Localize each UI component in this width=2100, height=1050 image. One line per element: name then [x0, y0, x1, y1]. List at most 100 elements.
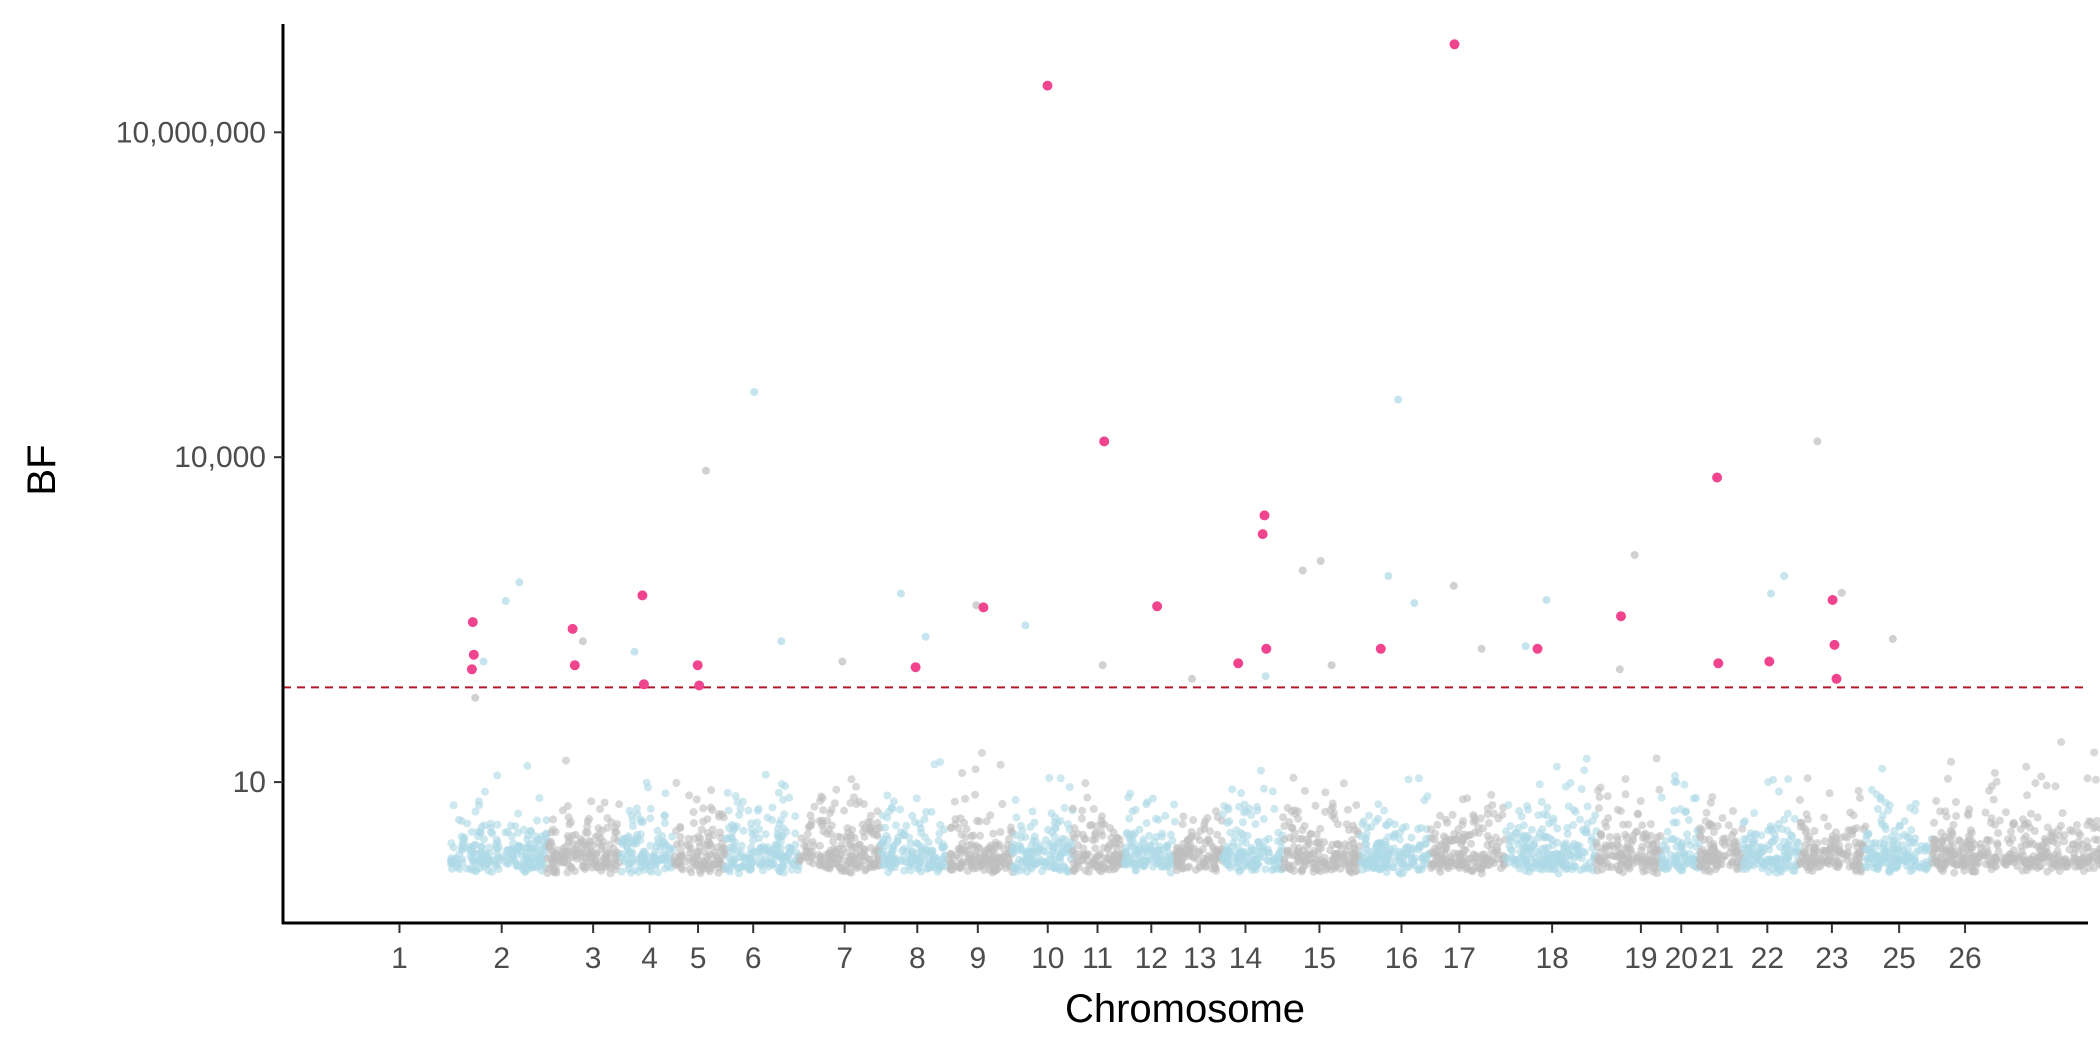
snp-point [1595, 793, 1604, 802]
snp-point [1014, 841, 1023, 850]
snp-point [1504, 801, 1513, 810]
snp-point [1583, 819, 1592, 828]
snp-point [1077, 814, 1086, 823]
snp-point [1663, 827, 1672, 836]
snp-point [492, 835, 501, 844]
snp-point [1469, 865, 1478, 874]
snp-point [1352, 801, 1361, 810]
snp-point [524, 831, 532, 840]
snp-point [747, 819, 756, 828]
snp-point [896, 828, 905, 837]
snp-point [1158, 829, 1167, 838]
snp-point [1535, 780, 1544, 789]
snp-point [1106, 824, 1115, 832]
snp-point [677, 852, 686, 861]
snp-point [1682, 807, 1690, 816]
snp-point [925, 863, 934, 872]
snp-point [963, 866, 972, 875]
snp-point [1550, 853, 1559, 862]
snp-point [477, 842, 486, 851]
snp-point [1343, 850, 1352, 859]
snp-point [796, 852, 805, 861]
snp-point [1729, 807, 1737, 815]
snp-point [1270, 854, 1279, 862]
snp-point [1495, 838, 1504, 846]
snp-point [2072, 821, 2081, 829]
snp-point [1078, 806, 1087, 815]
snp-point [1543, 803, 1552, 812]
snp-point [1993, 839, 2002, 848]
snp-point [1636, 797, 1645, 805]
snp-point [887, 849, 896, 858]
snp-point [996, 760, 1005, 769]
snp-point [514, 809, 523, 818]
snp-point [1393, 852, 1402, 861]
snp-point [1300, 786, 1309, 795]
snp-point [768, 803, 777, 812]
snp-point [1125, 834, 1134, 843]
snp-point [1801, 849, 1809, 858]
snp-point [1382, 868, 1391, 876]
snp-point [1070, 867, 1079, 876]
snp-point [975, 817, 984, 826]
snp-point [583, 822, 592, 831]
snp-point [1028, 807, 1037, 816]
snp-point [836, 833, 845, 842]
snp-point [656, 855, 665, 864]
snp-point [797, 834, 806, 843]
snp-point [1414, 825, 1422, 834]
snp-point [567, 862, 576, 871]
snp-point [2043, 867, 2052, 876]
snp-point [724, 806, 733, 815]
snp-point [1277, 843, 1286, 852]
snp-point [1330, 864, 1339, 873]
snp-point [1170, 817, 1179, 826]
snp-point [1519, 851, 1528, 860]
snp-point [603, 823, 612, 832]
snp-point [2007, 827, 2015, 836]
snp-point [947, 860, 956, 869]
snp-point [585, 814, 593, 823]
snp-point [816, 797, 824, 805]
snp-point [1667, 835, 1676, 844]
snp-point [784, 843, 793, 852]
snp-point [1745, 844, 1754, 853]
snp-point [1436, 867, 1445, 876]
snp-point [481, 787, 489, 796]
snp-point [620, 857, 629, 866]
snp-point [2057, 738, 2066, 747]
snp-point [1211, 807, 1220, 816]
snp-point [1835, 847, 1844, 856]
snp-point [891, 821, 900, 830]
snp-point [1363, 845, 1372, 854]
snp-point [766, 858, 775, 867]
snp-point [1163, 841, 1172, 850]
snp-point [1657, 793, 1666, 802]
snp-point [2016, 825, 2025, 834]
snp-point [730, 824, 739, 833]
snp-point [1351, 845, 1359, 854]
snp-point [1746, 829, 1755, 838]
snp-point [1283, 861, 1292, 869]
snp-point [912, 839, 921, 847]
snp-point [606, 869, 615, 878]
snp-point [850, 793, 858, 802]
snp-point [1200, 824, 1209, 833]
snp-point [1877, 856, 1885, 865]
snp-point [1873, 805, 1882, 813]
snp-point [2033, 813, 2042, 822]
snp-point [697, 825, 706, 834]
snp-point [1263, 845, 1272, 854]
snp-point [1471, 851, 1480, 860]
snp-point [936, 821, 945, 829]
snp-point [466, 851, 475, 860]
snp-point [924, 838, 933, 847]
snp-point [1685, 849, 1694, 858]
snp-point [1596, 783, 1605, 792]
snp-point [1593, 842, 1602, 851]
snp-point [1259, 815, 1268, 824]
snp-point [2048, 832, 2057, 841]
snp-point [1391, 830, 1400, 838]
snp-point [1079, 844, 1088, 853]
